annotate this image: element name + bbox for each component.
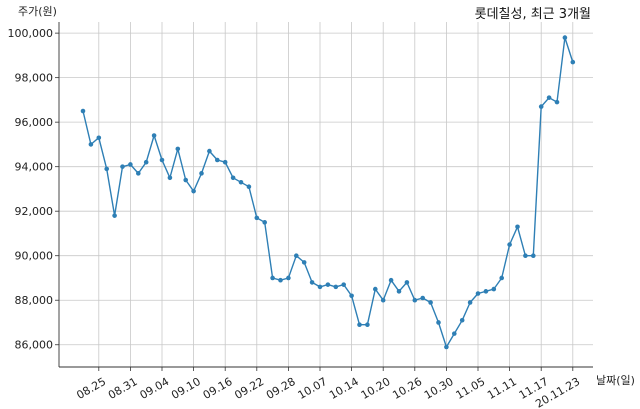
y-tick-label: 94,000	[15, 161, 54, 174]
y-tick-labels: 86,000 88,000 90,000 92,000 94,000 96,000 98,0…	[8, 27, 54, 352]
data-point	[128, 162, 133, 167]
data-point	[475, 291, 481, 296]
data-point	[380, 297, 386, 303]
data-point	[444, 344, 449, 350]
data-point	[420, 295, 426, 301]
data-point	[136, 171, 141, 176]
data-point	[483, 289, 489, 294]
data-point	[491, 286, 497, 292]
data-point	[151, 133, 157, 138]
x-tick-label: 09.16	[201, 375, 235, 402]
data-point	[523, 253, 528, 259]
data-point	[207, 148, 212, 154]
y-tick-label: 86,000	[15, 339, 54, 352]
data-point	[191, 188, 196, 194]
data-point	[167, 175, 173, 181]
x-tick-label: 10.14	[327, 375, 361, 402]
data-point	[333, 284, 339, 290]
data-point	[80, 108, 86, 114]
x-tick-label: 10.07	[296, 375, 330, 402]
x-tick-label: 09.04	[138, 375, 172, 402]
data-point	[112, 213, 117, 218]
y-axis-title: 주가(원)	[18, 5, 57, 18]
data-point	[294, 253, 299, 259]
grid	[59, 22, 593, 367]
data-point	[436, 320, 441, 325]
y-tick-label: 90,000	[15, 250, 54, 263]
data-point	[88, 142, 94, 147]
data-point	[538, 104, 544, 109]
data-point	[452, 331, 457, 336]
x-tick-label: 09.22	[232, 375, 266, 402]
data-point	[96, 135, 102, 141]
x-tick-label: 11.05	[454, 375, 488, 402]
x-tick-label: 08.25	[74, 375, 108, 402]
y-tick-label: 92,000	[15, 205, 54, 218]
axes	[55, 22, 593, 371]
data-point	[507, 242, 512, 247]
data-point	[467, 300, 473, 305]
data-point	[515, 224, 520, 230]
data-point	[238, 179, 244, 185]
data-point	[183, 177, 188, 183]
data-point	[412, 297, 418, 303]
data-point	[246, 184, 252, 190]
x-tick-label: 11.11	[485, 375, 519, 402]
data-point	[365, 322, 370, 328]
data-point	[278, 277, 283, 283]
x-tick-label: 08.31	[106, 375, 140, 402]
y-tick-label: 96,000	[15, 116, 54, 129]
data-point	[159, 157, 165, 163]
data-point	[531, 253, 536, 259]
data-point	[349, 293, 354, 299]
y-tick-label: 98,000	[15, 72, 54, 85]
data-point	[357, 322, 362, 328]
data-point	[254, 215, 260, 221]
data-point	[222, 159, 228, 165]
x-tick-label: 09.10	[169, 375, 203, 402]
x-tick-label: 10.26	[390, 375, 424, 402]
data-point	[341, 282, 347, 287]
data-point	[396, 289, 402, 294]
data-point	[215, 157, 220, 163]
data-point	[546, 95, 552, 100]
data-point	[199, 171, 204, 176]
data-point	[373, 286, 378, 292]
data-point	[262, 220, 268, 225]
y-tick-label: 100,000	[8, 27, 54, 40]
data-point	[428, 300, 433, 305]
data-point	[499, 275, 505, 281]
data-point	[143, 159, 149, 165]
data-point	[104, 166, 109, 172]
data-point	[562, 35, 568, 40]
data-point	[554, 99, 560, 105]
data-point	[286, 275, 291, 281]
series-area	[80, 35, 576, 350]
data-point	[459, 317, 465, 323]
data-point	[270, 275, 275, 281]
data-point	[301, 260, 307, 265]
data-point	[325, 282, 331, 287]
x-tick-label: 10.30	[422, 375, 456, 402]
chart-title: 롯데칠성, 최근 3개월	[475, 7, 591, 22]
data-point	[175, 146, 181, 152]
data-point	[309, 280, 315, 285]
x-tick-labels: 08.2508.3109.0409.1009.1609.2209.2810.07…	[74, 375, 582, 409]
data-point	[404, 280, 410, 285]
data-point	[570, 59, 576, 65]
x-axis-title: 날짜(일)	[596, 373, 635, 387]
data-point	[388, 277, 394, 283]
x-tick-label: 10.20	[359, 375, 393, 402]
data-point	[317, 284, 323, 290]
y-tick-label: 88,000	[15, 294, 54, 307]
x-tick-label: 09.28	[264, 375, 298, 402]
data-point	[120, 164, 125, 169]
data-point	[230, 175, 236, 181]
